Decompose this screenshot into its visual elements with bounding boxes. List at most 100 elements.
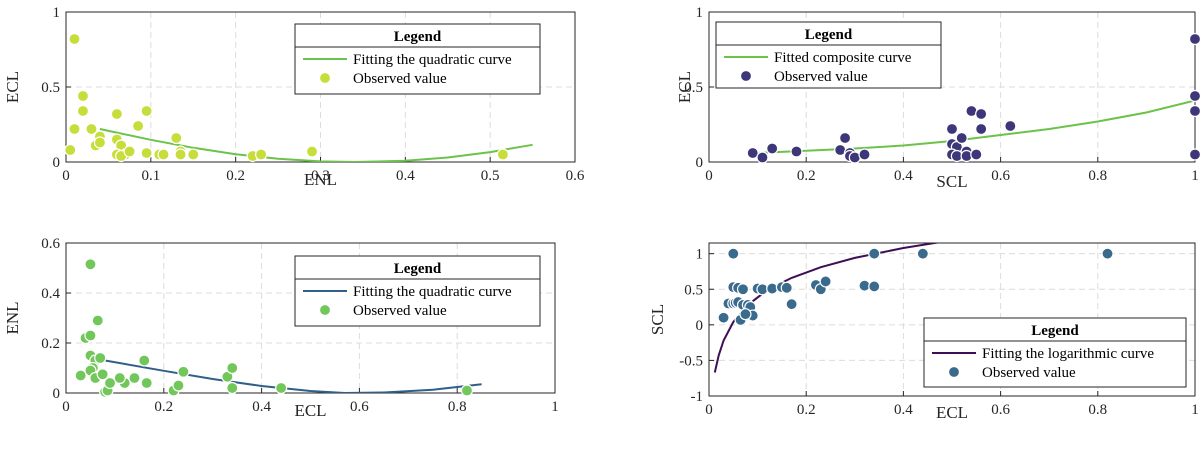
data-point [140,104,153,118]
y-tick-label: 0.5 [684,80,703,96]
legend-entry-fit: Fitting the quadratic curve [353,284,512,300]
data-point [736,283,750,296]
data-point [916,247,929,260]
fit-curve-line [757,99,1195,154]
x-tick-label: 0.5 [481,168,500,184]
data-point [64,143,77,157]
x-tick-label: 0 [705,402,713,418]
data-point [868,280,881,293]
x-tick-label: 1 [1191,168,1199,184]
legend-entry-observed: Observed value [774,69,868,85]
x-tick-label: 0.6 [991,402,1010,418]
y-axis-label: ENL [3,301,22,334]
x-tick-label: 0.8 [1088,402,1107,418]
data-point [819,275,832,288]
x-tick-label: 0 [62,399,70,415]
data-point [1101,247,1114,260]
data-point [785,298,798,311]
data-point [739,308,752,321]
data-point [93,136,107,149]
data-point [68,32,81,46]
axes-frame [708,242,1196,397]
x-tick-label: 0.6 [350,399,369,415]
data-point [766,142,779,155]
data-point [123,145,136,158]
data-point [74,369,87,382]
legend-marker-swatch [318,71,332,85]
data-point [975,122,988,136]
y-tick-label: -1 [691,389,704,405]
legend-entry-observed: Observed value [353,71,447,87]
legend-entry-fit: Fitting the logarithmic curve [982,346,1154,362]
data-point [174,148,187,161]
data-point [138,354,151,367]
data-point [780,281,793,294]
data-point [177,365,190,378]
legend-entry-observed: Observed value [982,365,1076,381]
data-point [84,329,97,342]
x-tick-label: 0.8 [1088,168,1107,184]
data-point [975,107,988,121]
x-tick-label: 0 [62,168,70,184]
y-tick-label: 1 [53,5,61,21]
data-point [85,122,98,136]
data-point [275,381,288,395]
x-tick-label: 0 [705,168,713,184]
x-tick-label: 0.4 [894,402,913,418]
data-point [1004,119,1017,133]
data-point [1188,32,1202,46]
data-point [727,247,740,260]
axes-frame [65,242,556,394]
chart-enl-vs-ecl: 0 0.1 0.2 0.3 0.4 0.5 0.6 0 0.5 1 ENL ECL Legend Fitt… [3,5,585,189]
data-point [157,148,170,161]
x-axis-label: ECL [936,403,968,422]
data-point [76,89,90,103]
legend-title: Legend [805,27,853,43]
data-point [746,146,759,160]
legend-marker-swatch [318,303,332,317]
y-tick-label: 1 [696,5,704,21]
x-tick-label: 0.2 [154,399,173,415]
data-point [226,361,239,375]
legend-marker-swatch [947,365,961,379]
chart-ecl-vs-enl: 0 0.2 0.4 0.6 0.8 1 0 0.2 0.4 0.6 ECL ENL Legend Fitt… [3,236,559,420]
axes-frame [708,11,1196,163]
data-point [91,314,104,327]
x-axis-label: ENL [304,170,337,189]
x-tick-label: 0.2 [226,168,245,184]
data-point [717,311,730,324]
legend-entry-fit: Fitting the quadratic curve [353,52,512,68]
data-point [790,145,803,158]
legend-title: Legend [394,29,442,45]
y-tick-label: 0 [696,155,704,171]
data-point [858,148,871,161]
data-point [96,368,109,381]
data-point [103,376,117,390]
x-tick-label: 0.4 [252,399,271,415]
data-point [255,148,268,161]
y-tick-label: 1 [696,247,704,263]
data-point [460,384,474,397]
data-point [1188,148,1202,161]
legend-entry-fit: Fitted composite curve [774,50,912,66]
x-tick-label: 0.8 [448,399,467,415]
y-tick-label: 0 [53,386,61,402]
plot-content [99,128,533,162]
data-point [132,119,145,133]
y-axis-label: SCL [648,304,667,335]
data-point [110,107,124,121]
data-point [140,146,153,160]
data-point [1188,89,1202,103]
x-tick-label: 0.4 [894,168,913,184]
x-tick-label: 0.4 [396,168,415,184]
data-point [172,379,185,392]
data-point [68,122,81,136]
y-axis-label: ECL [675,71,694,103]
data-point [756,151,769,164]
x-tick-label: 1 [1191,402,1199,418]
y-tick-label: 0.5 [41,80,60,96]
x-tick-label: 0.2 [797,402,816,418]
data-point [496,148,509,161]
x-tick-label: 0.3 [311,168,330,184]
